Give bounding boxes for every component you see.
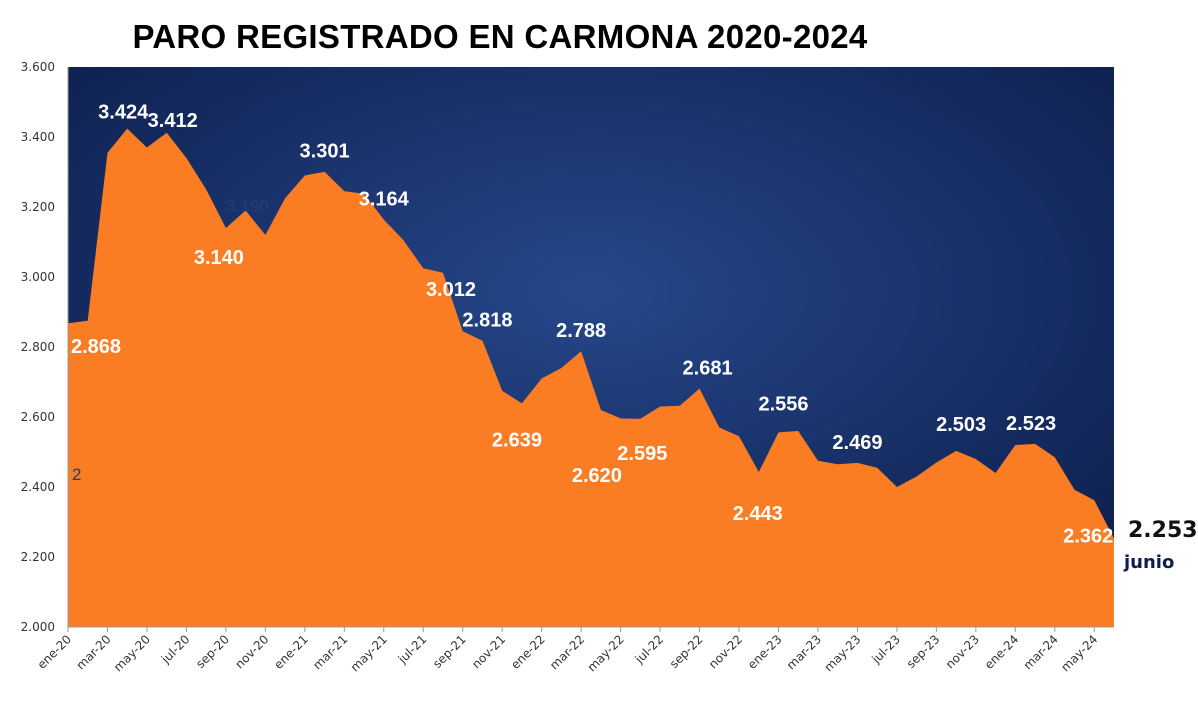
y-tick-label: 2.800	[21, 340, 55, 354]
y-tick-label: 3.400	[21, 130, 55, 144]
data-label: 2.556	[758, 393, 808, 415]
data-label: 2.681	[683, 358, 733, 380]
x-tick-label: may-24	[1058, 632, 1100, 674]
area-series	[68, 128, 1114, 627]
x-tick-label: jul-20	[158, 632, 193, 667]
x-tick-label: ene-20	[35, 632, 75, 672]
data-label: 3.164	[359, 189, 410, 211]
x-tick-label: ene-23	[745, 632, 785, 672]
x-tick-label: may-23	[821, 632, 863, 674]
x-tick-label: mar-21	[310, 632, 350, 672]
x-tick-label: jul-21	[395, 632, 430, 667]
y-tick-label: 2.200	[21, 550, 55, 564]
x-tick-label: sep-20	[193, 632, 232, 671]
x-tick-label: mar-22	[547, 632, 587, 672]
y-tick-label: 3.000	[21, 270, 55, 284]
data-label: 3.012	[426, 279, 476, 301]
x-tick-label: ene-21	[271, 632, 311, 672]
last-month-label: junio	[1124, 552, 1175, 573]
data-label: 2.620	[572, 465, 622, 487]
y-tick-label: 3.200	[21, 200, 55, 214]
y-axis: 2.000 2.200 2.400 2.600 2.800 3.000 3.200 3.400…	[21, 60, 69, 634]
data-label: 3.412	[148, 110, 198, 132]
data-label: 2.443	[733, 503, 783, 525]
x-tick-label: jul-23	[868, 632, 903, 667]
x-tick-label: nov-21	[469, 632, 508, 671]
faint-data-label: 3.190	[226, 197, 269, 216]
y-tick-label: 3.600	[21, 60, 55, 74]
x-tick-label: mar-20	[73, 632, 113, 672]
data-label: 2.469	[832, 432, 882, 454]
faint-data-label: 2	[72, 465, 81, 484]
x-tick-label: sep-22	[667, 632, 706, 671]
data-label: 2.818	[462, 310, 512, 332]
x-tick-label: mar-23	[784, 632, 824, 672]
data-label: 2.788	[556, 320, 606, 342]
x-tick-label: nov-23	[943, 632, 982, 671]
y-tick-label: 2.400	[21, 480, 55, 494]
data-label: 2.362	[1063, 525, 1113, 547]
x-tick-label: may-22	[585, 632, 627, 674]
data-label: 3.424	[98, 102, 149, 124]
x-tick-label: sep-21	[430, 632, 469, 671]
x-tick-label: ene-22	[508, 632, 548, 672]
x-tick-label: sep-23	[904, 632, 943, 671]
x-tick-label: may-20	[111, 632, 153, 674]
x-tick-label: nov-20	[232, 632, 271, 671]
x-tick-label: mar-24	[1021, 632, 1061, 672]
y-tick-label: 2.600	[21, 410, 55, 424]
data-label: 2.595	[617, 443, 667, 465]
y-tick-label: 2.000	[21, 620, 55, 634]
data-label: 2.868	[71, 336, 121, 358]
x-tick-label: nov-22	[706, 632, 745, 671]
x-tick-label: may-21	[348, 632, 390, 674]
data-label: 3.301	[300, 141, 350, 163]
x-tick-label: jul-22	[632, 632, 667, 667]
data-label: 2.503	[936, 414, 986, 436]
data-label: 2.639	[492, 429, 542, 451]
x-tick-label: ene-24	[982, 632, 1022, 672]
chart-title: PARO REGISTRADO EN CARMONA 2020-2024	[132, 18, 868, 55]
data-label: 3.140	[194, 247, 244, 269]
data-labels: 2.868 3.424 3.412 3.140 3.301 3.164 3.012 2.818…	[71, 102, 1113, 548]
last-value-label: 2.253	[1128, 518, 1198, 543]
data-label: 2.523	[1006, 413, 1056, 435]
